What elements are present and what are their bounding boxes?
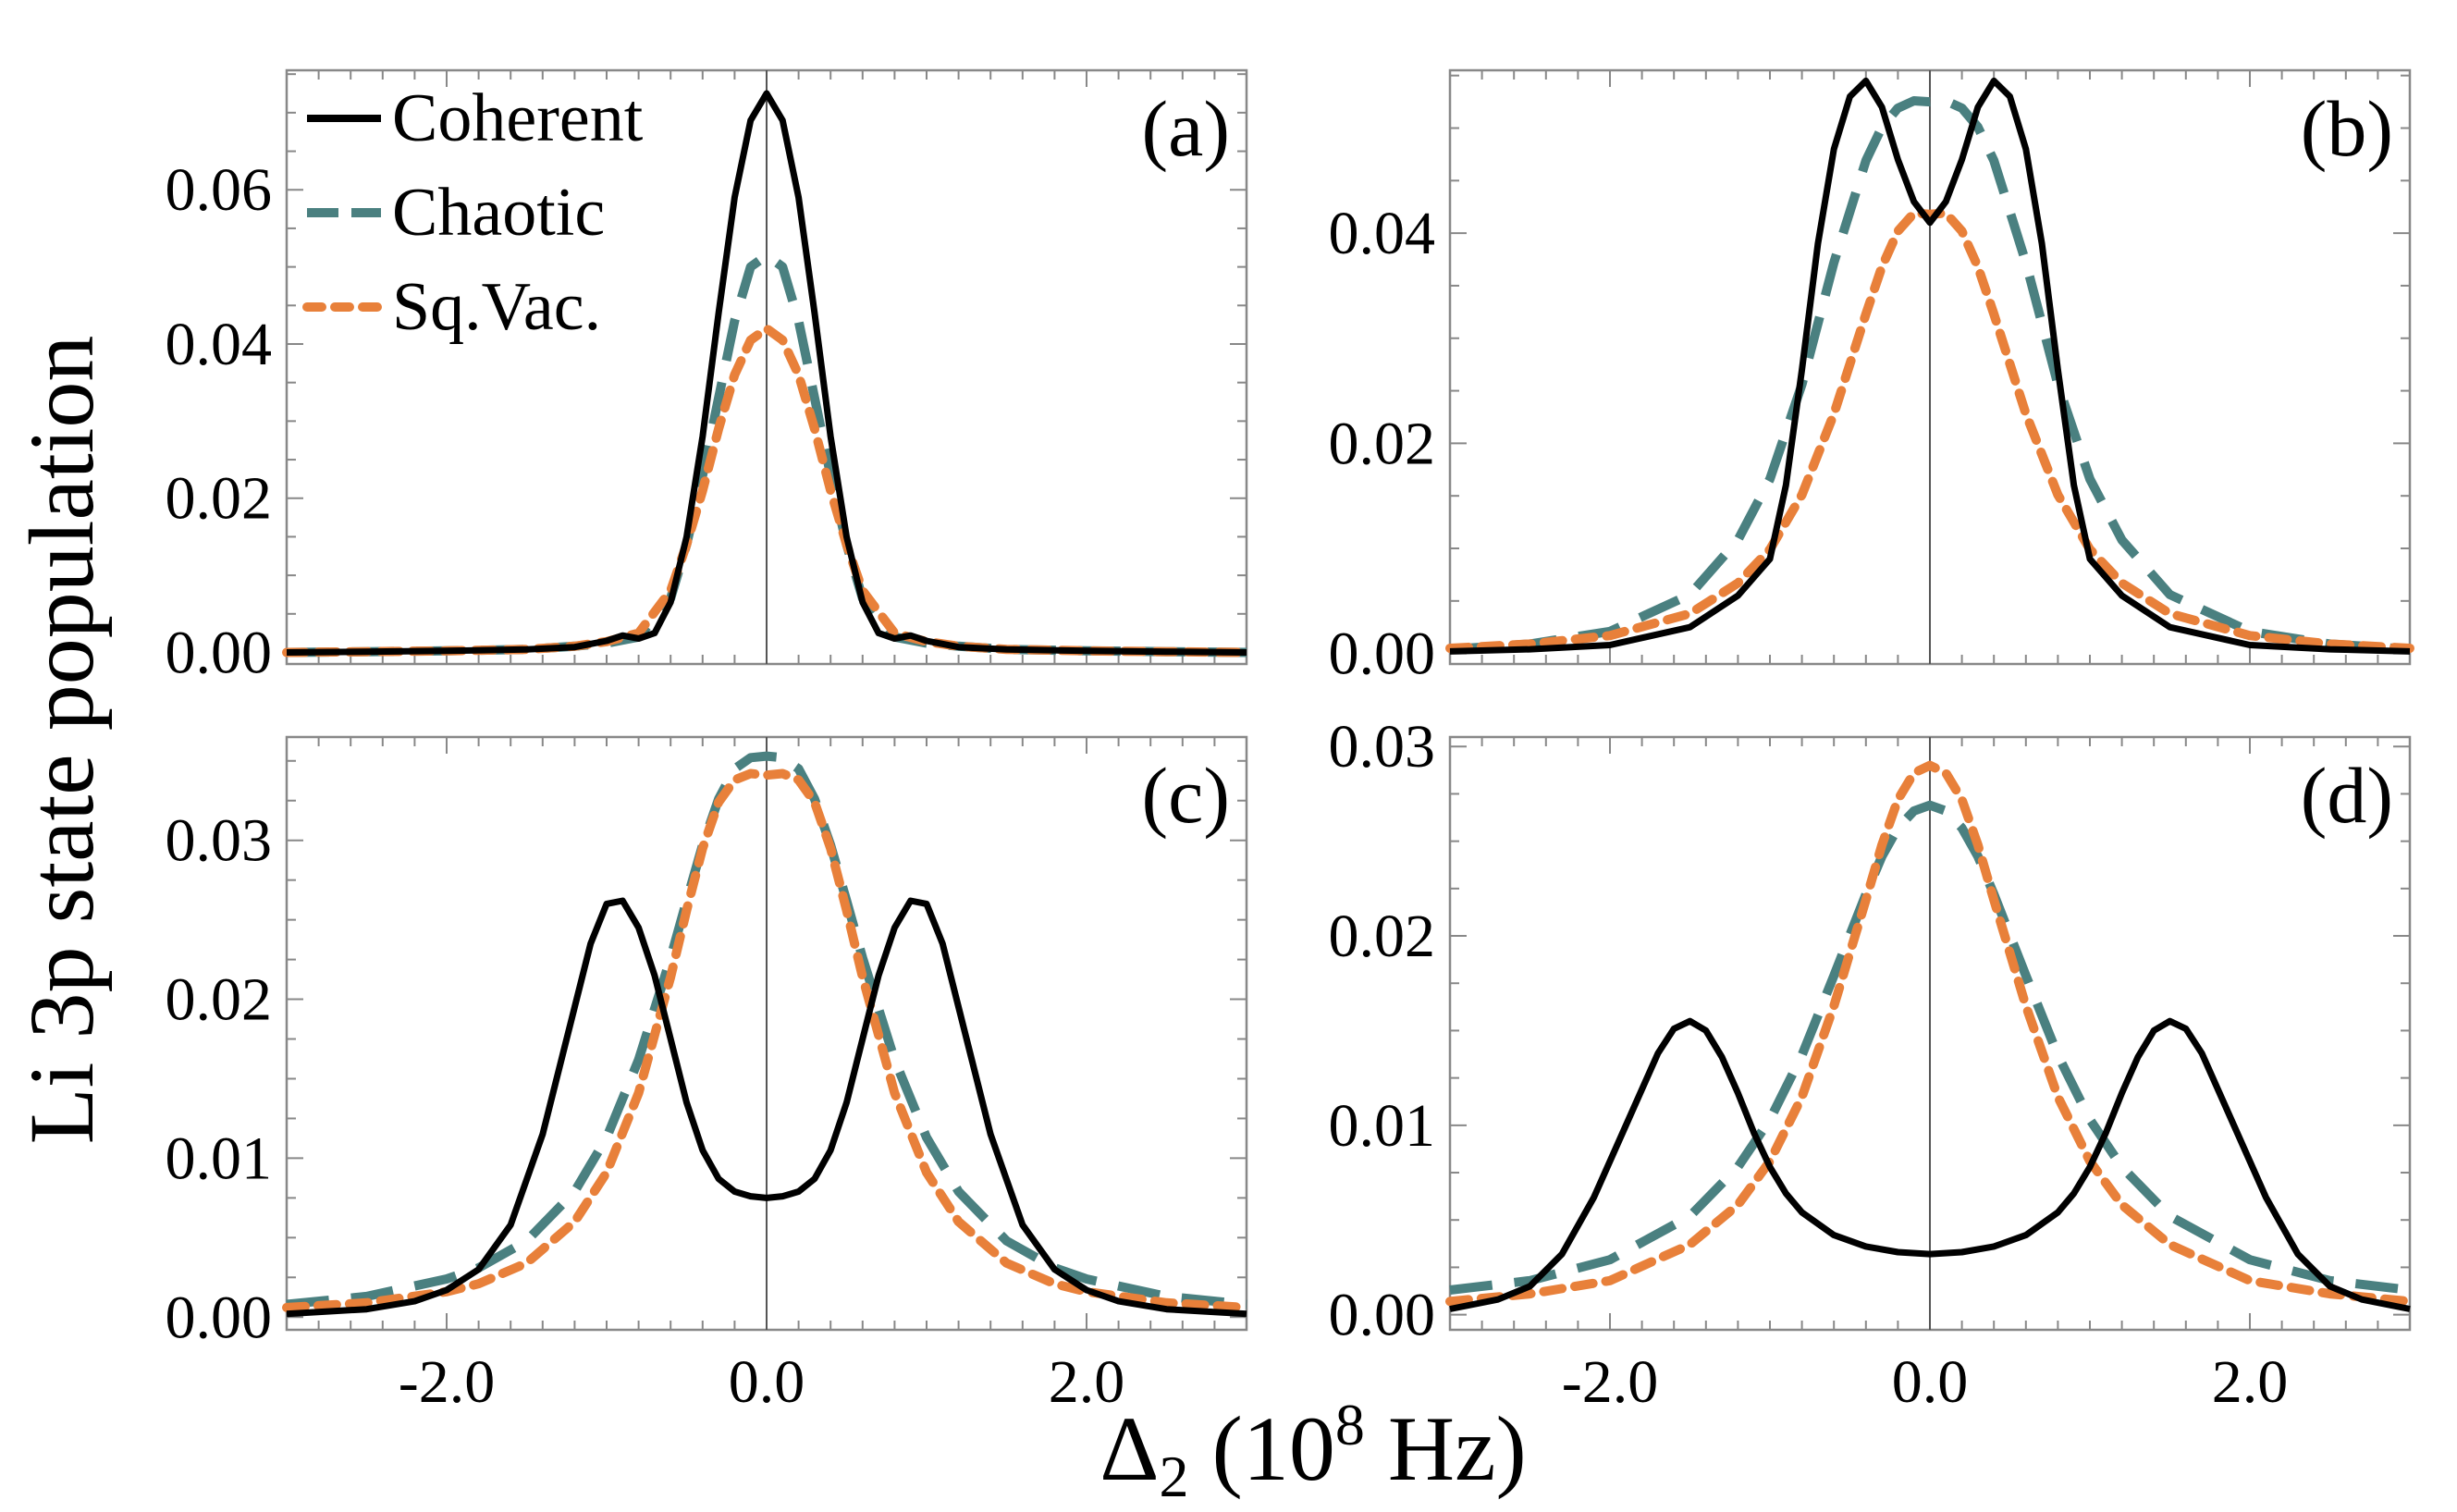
panel-c-xtick-label: -2.0	[399, 1348, 495, 1416]
x-axis-title-unit-pre: (10	[1189, 1397, 1335, 1500]
panel-a-ytick-label: 0.04	[166, 311, 273, 378]
panel-a: 0.00 0.02 0.04 0.06 (a)	[166, 68, 1251, 686]
panel-b-label: (b)	[2301, 84, 2393, 173]
x-axis-title-unit-post: Hz)	[1365, 1397, 1527, 1500]
x-axis-title-exponent: 8	[1335, 1392, 1365, 1457]
panel-a-ytick-label: 0.02	[166, 465, 273, 533]
x-axis-title-symbol: Δ	[1100, 1397, 1159, 1500]
panel-d-ytick-label: 0.01	[1329, 1092, 1436, 1160]
x-axis-title-subscript: 2	[1160, 1444, 1189, 1509]
panel-c-series-chaotic-line	[286, 751, 1247, 1309]
panel-c-ytick-label: 0.02	[166, 966, 273, 1034]
panel-b-series-chaotic-line	[1449, 96, 2411, 655]
panel-d-series-sqvac-line	[1445, 760, 2414, 1307]
panel-c-xtick-label: 2.0	[1049, 1348, 1125, 1416]
panel-d-xtick-label: 0.0	[1892, 1348, 1969, 1416]
legend-label-coherent: Coherent	[392, 80, 644, 156]
panel-b-ytick-label: 0.00	[1329, 621, 1436, 688]
panel-d-label: (d)	[2301, 751, 2393, 840]
panel-d-xtick-label: -2.0	[1562, 1348, 1658, 1416]
panel-a-series-coherent-line	[286, 90, 1247, 656]
legend: Coherent Chaotic Sq.Vac.	[302, 80, 644, 345]
panel-d-xtick-label: 2.0	[2212, 1348, 2289, 1416]
legend-label-chaotic: Chaotic	[392, 175, 605, 251]
panel-d-series-chaotic-line	[1449, 800, 2411, 1295]
panel-a-label: (a)	[1142, 84, 1230, 173]
panel-c-series-coherent-line	[286, 897, 1247, 1318]
panel-b-ytick-label: 0.02	[1329, 410, 1436, 477]
panel-c-label: (c)	[1142, 751, 1230, 840]
panel-c-series-sqvac-line	[282, 768, 1251, 1312]
y-axis-title: Li 3p state population	[10, 336, 113, 1145]
legend-label-sqvac: Sq.Vac.	[392, 269, 601, 345]
panel-c-ytick-label: 0.01	[166, 1125, 273, 1192]
panel-b-ytick-label: 0.04	[1329, 200, 1436, 267]
panel-d-series-coherent-line	[1449, 1017, 2411, 1312]
panel-b-series-sqvac-line	[1445, 208, 2414, 653]
panel-b: 0.00 0.02 0.04 (b)	[1329, 68, 2414, 688]
panel-d: 0.00 0.01 0.02 0.03 -2.0 0.0 2.0 (d)	[1329, 713, 2414, 1416]
panel-c-xtick-label: 0.0	[729, 1348, 805, 1416]
panel-a-ytick-label: 0.00	[166, 619, 273, 686]
panels: 0.000.020.040.06(a)0.000.020.04(b)0.000.…	[166, 68, 2414, 1416]
panel-d-ytick-label: 0.02	[1329, 903, 1436, 970]
panel-b-series-coherent-line	[1449, 77, 2411, 655]
panel-c-ytick-label: 0.00	[166, 1284, 273, 1351]
x-axis-title: Δ2 (108 Hz)	[1100, 1392, 1527, 1509]
panel-c-ytick-label: 0.03	[166, 807, 273, 875]
panel-d-ytick-label: 0.00	[1329, 1282, 1436, 1349]
panel-c: 0.00 0.01 0.02 0.03 -2.0 0.0 2.0 (c)	[166, 735, 1251, 1416]
panel-d-ytick-label: 0.03	[1329, 713, 1436, 781]
panel-a-ytick-label: 0.06	[166, 156, 273, 224]
